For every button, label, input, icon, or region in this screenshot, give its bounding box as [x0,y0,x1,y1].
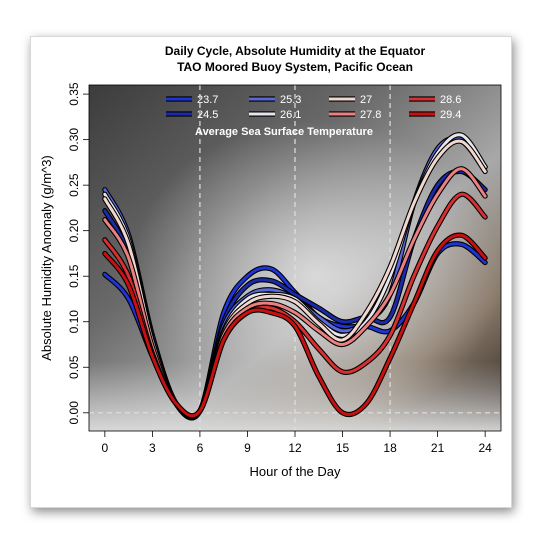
x-tick-label: 21 [431,441,445,455]
y-tick-label: 0.00 [67,401,81,425]
y-tick-label: 0.10 [67,310,81,334]
series-lines [102,132,488,421]
legend-label: 24.5 [197,109,218,121]
x-tick-label: 24 [478,441,492,455]
x-tick-label: 15 [336,441,350,455]
x-axis: 0 3 6 9 12 15 18 21 24 [102,431,492,455]
x-axis-label: Hour of the Day [249,464,341,479]
y-tick-label: 0.05 [67,355,81,379]
legend-label: 23.7 [197,94,218,106]
legend-label: 27 [360,94,372,106]
x-tick-label: 12 [288,441,302,455]
y-axis: 0.00 0.05 0.10 0.15 0.20 0.25 0.30 0.35 [67,82,89,424]
x-tick-label: 9 [244,441,251,455]
x-tick-label: 18 [383,441,397,455]
y-tick-label: 0.20 [67,219,81,243]
y-axis-label: Absolute Humidity Anomaly (g/m^3) [39,155,54,361]
y-tick-label: 0.30 [67,128,81,152]
y-tick-label: 0.25 [67,173,81,197]
x-tick-label: 6 [197,441,204,455]
legend-label: 29.4 [440,109,461,121]
chart-card: Daily Cycle, Absolute Humidity at the Eq… [30,36,512,508]
y-tick-label: 0.35 [67,82,81,106]
chart-title: Daily Cycle, Absolute Humidity at the Eq… [165,44,426,58]
legend-title: Average Sea Surface Temperature [195,126,373,138]
x-tick-label: 3 [149,441,156,455]
legend-label: 28.6 [440,94,461,106]
x-tick-label: 0 [102,441,109,455]
legend-label: 25.3 [280,94,301,106]
chart-svg: Daily Cycle, Absolute Humidity at the Eq… [39,44,502,479]
y-tick-label: 0.15 [67,264,81,288]
legend-label: 27.8 [360,109,381,121]
chart-subtitle: TAO Moored Buoy System, Pacific Ocean [177,60,413,74]
legend: 23.7 25.3 27 28.6 24.5 26.1 27.8 29.4 [166,94,461,121]
series-line-29-4 [103,233,487,418]
grid-lines [89,85,501,431]
legend-label: 26.1 [280,109,301,121]
